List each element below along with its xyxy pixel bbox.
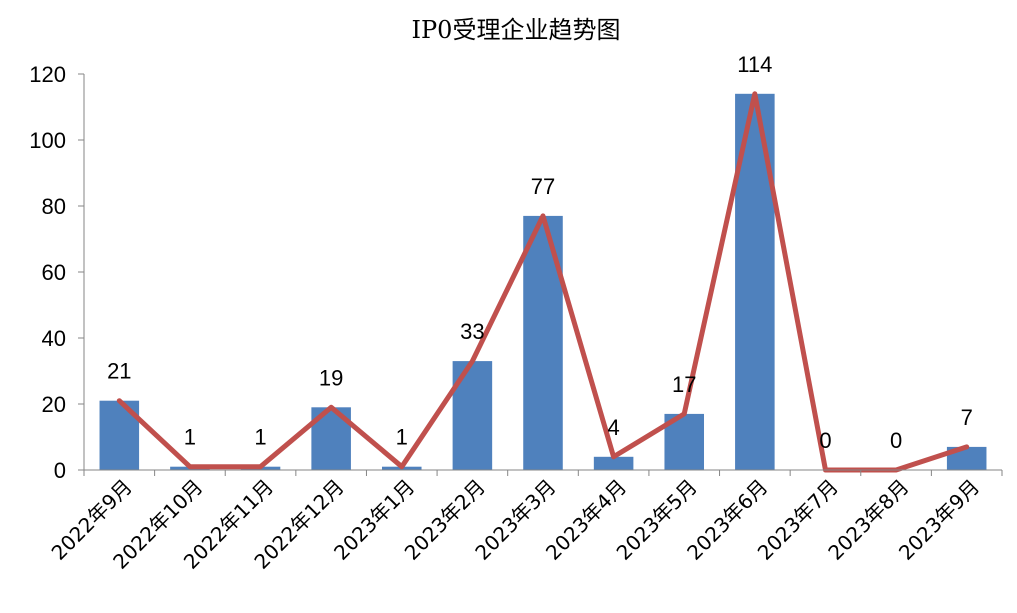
y-tick-label: 40 — [42, 326, 66, 351]
data-label: 1 — [396, 425, 408, 450]
bars — [99, 93, 987, 471]
data-label: 1 — [184, 425, 196, 450]
data-label: 7 — [961, 405, 973, 430]
bar — [523, 215, 563, 470]
data-label: 0 — [819, 428, 831, 453]
data-label: 1 — [254, 425, 266, 450]
y-tick-label: 100 — [29, 128, 66, 153]
data-label: 17 — [672, 372, 696, 397]
data-label: 21 — [107, 359, 131, 384]
data-labels: 21 1 1 19 1 33 77 4 17 114 0 0 7 — [107, 52, 973, 453]
data-label: 0 — [890, 428, 902, 453]
y-tick-label: 20 — [42, 392, 66, 417]
data-label: 4 — [607, 415, 619, 440]
data-label: 114 — [737, 52, 772, 77]
data-label: 77 — [531, 174, 555, 199]
y-tick-label: 0 — [54, 458, 66, 483]
y-tick-label: 80 — [42, 194, 66, 219]
data-label: 33 — [460, 319, 484, 344]
x-axis: 2022年9月2022年10月2022年11月2022年12月2023年1月20… — [47, 469, 1003, 574]
y-tick-label: 120 — [29, 62, 66, 87]
y-tick-label: 60 — [42, 260, 66, 285]
chart-title: IP0受理企业趋势图 — [412, 16, 621, 44]
y-axis: 0 20 40 60 80 100 120 — [29, 62, 85, 483]
data-label: 19 — [319, 365, 343, 390]
bar — [593, 456, 634, 470]
